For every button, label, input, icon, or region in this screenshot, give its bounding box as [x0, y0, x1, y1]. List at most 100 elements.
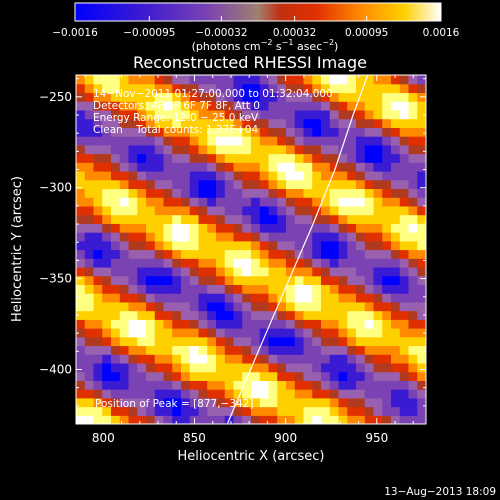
heatmap-cell — [294, 83, 305, 94]
heatmap-cell — [163, 127, 173, 137]
heatmap-cell — [399, 240, 410, 251]
heatmap-cell — [119, 75, 130, 85]
heatmap-cell — [321, 136, 331, 146]
heatmap-cell — [198, 328, 208, 338]
heatmap-cell — [76, 293, 86, 303]
heatmap-cell — [338, 188, 348, 198]
heatmap-cell — [356, 415, 366, 424]
heatmap-cell — [259, 153, 270, 163]
heatmap-cell — [216, 205, 226, 216]
heatmap-cell — [181, 319, 191, 329]
heatmap-cell — [216, 162, 226, 172]
heatmap-cell — [321, 205, 331, 216]
heatmap-cell — [251, 75, 261, 85]
heatmap-cell — [268, 162, 278, 172]
heatmap-cell — [181, 118, 191, 128]
heatmap-cell — [251, 144, 261, 155]
heatmap-cell — [119, 406, 130, 416]
heatmap-cell — [181, 415, 191, 424]
heatmap-cell — [119, 380, 130, 390]
heatmap-cell — [93, 101, 103, 111]
heatmap-cell — [163, 179, 173, 190]
heatmap-cell — [251, 179, 261, 190]
heatmap-cell — [233, 118, 243, 128]
heatmap-cell — [198, 83, 208, 94]
heatmap-cell — [198, 389, 208, 399]
heatmap-cell — [286, 380, 296, 390]
heatmap-cell — [373, 310, 383, 320]
heatmap-cell — [356, 249, 366, 259]
heatmap-cell — [172, 389, 182, 399]
heatmap-cell — [329, 205, 340, 216]
heatmap-cell — [76, 136, 86, 146]
heatmap-cell — [364, 380, 375, 390]
heatmap-cell — [277, 162, 287, 172]
heatmap-cell — [119, 144, 130, 155]
heatmap-cell — [189, 188, 200, 198]
heatmap-cell — [189, 371, 200, 381]
heatmap-cell — [242, 153, 252, 163]
y-tick-label: −300 — [39, 181, 72, 195]
heatmap-cell — [102, 214, 112, 224]
heatmap-cell — [294, 240, 305, 251]
heatmap-cell — [268, 275, 278, 285]
heatmap-cell — [417, 214, 426, 224]
heatmap-cell — [172, 354, 182, 364]
heatmap-cell — [251, 83, 261, 94]
heatmap-cell — [329, 240, 340, 251]
heatmap-cell — [198, 249, 208, 259]
heatmap-cell — [128, 75, 138, 85]
heatmap-cell — [294, 205, 305, 216]
heatmap-cell — [338, 389, 348, 399]
heatmap-cell — [417, 144, 426, 155]
heatmap-cell — [84, 328, 95, 338]
heatmap-cell — [259, 354, 270, 364]
heatmap-cell — [399, 293, 410, 303]
heatmap-cell — [259, 214, 270, 224]
heatmap-cell — [347, 354, 357, 364]
heatmap-cell — [364, 144, 375, 155]
heatmap-cell — [189, 345, 200, 355]
heatmap-cell — [303, 127, 313, 137]
heatmap-cell — [111, 240, 121, 251]
heatmap-cell — [102, 415, 112, 424]
heatmap-cell — [76, 380, 86, 390]
heatmap-cell — [189, 83, 200, 94]
heatmap-cell — [391, 301, 401, 312]
heatmap-cell — [242, 75, 252, 85]
heatmap-cell — [224, 136, 235, 146]
heatmap-cell — [137, 389, 147, 399]
heatmap-cell — [399, 205, 410, 216]
heatmap-cell — [268, 223, 278, 233]
heatmap-cell — [303, 310, 313, 320]
heatmap-cell — [294, 293, 305, 303]
heatmap-cell — [137, 258, 147, 268]
heatmap-cell — [154, 380, 165, 390]
heatmap-cell — [391, 223, 401, 233]
heatmap-cell — [137, 354, 147, 364]
heatmap-cell — [259, 83, 270, 94]
heatmap-cell — [268, 214, 278, 224]
heatmap-cell — [137, 371, 147, 381]
heatmap-cell — [277, 92, 287, 102]
heatmap-cell — [399, 144, 410, 155]
heatmap-cell — [163, 284, 173, 294]
heatmap-cell — [181, 127, 191, 137]
heatmap-cell — [303, 118, 313, 128]
heatmap-cell — [417, 162, 426, 172]
heatmap-cell — [356, 371, 366, 381]
heatmap-cell — [172, 223, 182, 233]
heatmap-cell — [338, 214, 348, 224]
heatmap-cell — [207, 266, 217, 277]
heatmap-cell — [207, 240, 217, 251]
heatmap-cell — [224, 389, 235, 399]
heatmap-cell — [347, 118, 357, 128]
heatmap-cell — [338, 336, 348, 347]
heatmap-cell — [93, 240, 103, 251]
heatmap-cell — [163, 118, 173, 128]
heatmap-cell — [163, 310, 173, 320]
heatmap-cell — [338, 83, 348, 94]
heatmap-cell — [93, 389, 103, 399]
heatmap-cell — [259, 258, 270, 268]
heatmap-cell — [163, 197, 173, 207]
